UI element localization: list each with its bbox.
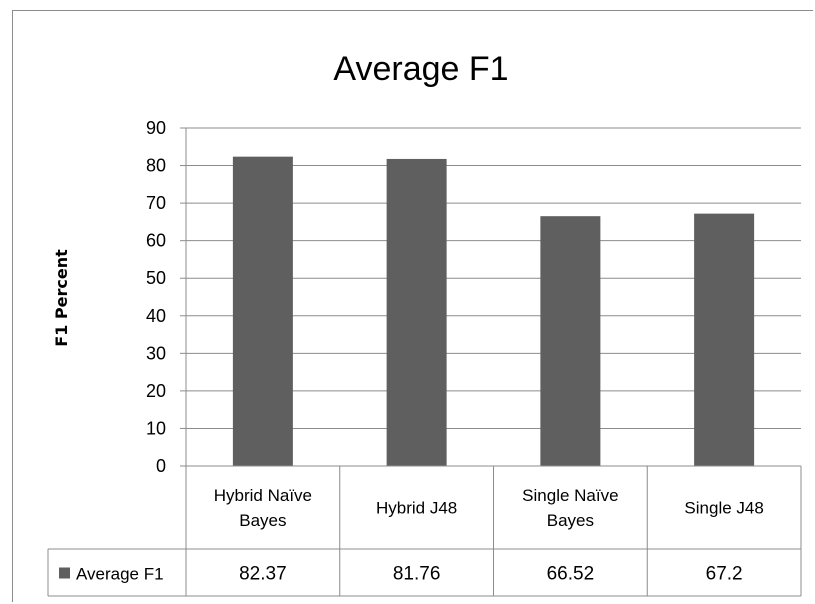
y-tick-label: 50 bbox=[146, 268, 166, 288]
category-label: Hybrid J48 bbox=[376, 499, 457, 518]
legend-label: Average F1 bbox=[76, 565, 164, 584]
y-tick-label: 30 bbox=[146, 343, 166, 363]
category-label: Single Naïve bbox=[522, 486, 618, 505]
bar bbox=[540, 216, 601, 466]
category-label: Single J48 bbox=[684, 499, 763, 518]
category-label: Hybrid Naïve bbox=[214, 486, 312, 505]
data-label: 66.52 bbox=[547, 564, 595, 585]
y-tick-label: 70 bbox=[146, 193, 166, 213]
y-tick-label: 20 bbox=[146, 381, 166, 401]
y-tick-label: 60 bbox=[146, 231, 166, 251]
y-tick-label: 0 bbox=[156, 456, 166, 476]
y-tick-label: 10 bbox=[146, 418, 166, 438]
category-label: Bayes bbox=[547, 511, 594, 530]
chart-title: Average F1 bbox=[333, 50, 508, 88]
category-label: Bayes bbox=[239, 511, 286, 530]
bar bbox=[386, 158, 447, 466]
legend-swatch bbox=[59, 567, 70, 579]
data-label: 82.37 bbox=[239, 564, 287, 585]
chart-frame bbox=[12, 10, 813, 602]
data-table: Hybrid Naïve Bayes Hybrid J48 Single Naïve B… bbox=[47, 465, 802, 597]
y-axis-label: F1 Percent bbox=[52, 249, 71, 347]
bars bbox=[232, 156, 755, 466]
y-tick-labels: 0 10 20 30 40 50 60 70 80 90 bbox=[146, 118, 166, 476]
data-label: 81.76 bbox=[393, 564, 441, 585]
y-tick-label: 40 bbox=[146, 306, 166, 326]
y-tick-label: 80 bbox=[146, 156, 166, 176]
y-tick-label: 90 bbox=[146, 118, 166, 138]
bar bbox=[694, 213, 755, 466]
data-label: 67.2 bbox=[706, 564, 743, 585]
bar bbox=[232, 156, 293, 466]
